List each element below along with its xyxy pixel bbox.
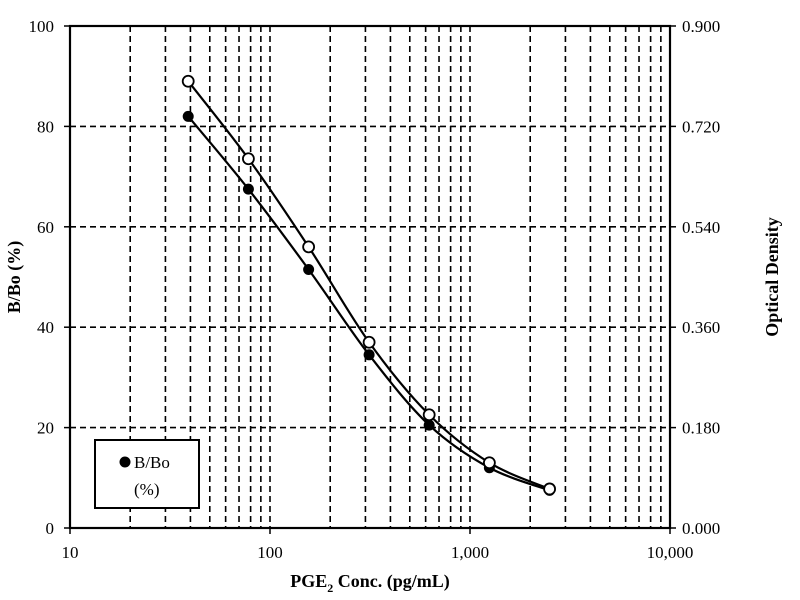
legend-marker-filled-circle <box>119 456 131 468</box>
data-point-open <box>482 456 496 470</box>
plot-frame <box>68 24 672 530</box>
data-point-filled <box>363 349 375 361</box>
tick-labels: 10 100 1,000 10,000 0 20 40 60 80 100 0.000 0.180 0.… <box>29 17 721 562</box>
x-axis-title-rest: Conc. (pg/mL) <box>333 571 450 592</box>
data-point-filled <box>182 110 194 122</box>
data-point-open <box>422 408 436 422</box>
data-point-open <box>181 74 195 88</box>
y-tick-label: 80 <box>37 117 54 136</box>
y-tick-label: 0 <box>46 519 55 538</box>
y-axis-title: B/Bo (%) <box>4 241 25 314</box>
y2-tick-label: 0.360 <box>682 318 720 337</box>
x-axis-title: PGE2 Conc. (pg/mL) <box>290 571 450 595</box>
y2-tick-label: 0.180 <box>682 419 720 438</box>
y2-tick-label: 0.540 <box>682 218 720 237</box>
data-point-open <box>362 335 376 349</box>
data-point-open <box>543 482 556 496</box>
y-tick-label: 40 <box>37 318 54 337</box>
legend-label-line1: B/Bo <box>134 453 170 472</box>
x-tick-label: 10 <box>62 543 79 562</box>
x-axis-title-subscript: 2 <box>327 581 333 595</box>
series-layer <box>181 74 556 496</box>
data-point-open <box>302 240 316 254</box>
y2-tick-label: 0.720 <box>682 117 720 136</box>
y-tick-label: 60 <box>37 218 54 237</box>
data-point-filled <box>242 183 254 195</box>
series-bbo-line <box>187 115 550 492</box>
y-tick-label: 100 <box>29 17 55 36</box>
y2-tick-label: 0.900 <box>682 17 720 36</box>
y-tick-label: 20 <box>37 419 54 438</box>
grid <box>70 26 670 528</box>
legend: B/Bo (%) <box>94 439 200 509</box>
x-tick-label: 10,000 <box>647 543 694 562</box>
y2-tick-label: 0.000 <box>682 519 720 538</box>
axis-ticks <box>64 25 676 534</box>
x-tick-label: 1,000 <box>451 543 489 562</box>
legend-label-line2: (%) <box>134 480 159 499</box>
data-point-filled <box>303 263 315 275</box>
y2-axis-title: Optical Density <box>762 217 782 337</box>
x-tick-label: 100 <box>257 543 283 562</box>
data-point-filled <box>423 419 435 431</box>
series-optical-density <box>181 74 556 496</box>
data-point-open <box>242 152 255 166</box>
legend-box <box>94 439 200 509</box>
